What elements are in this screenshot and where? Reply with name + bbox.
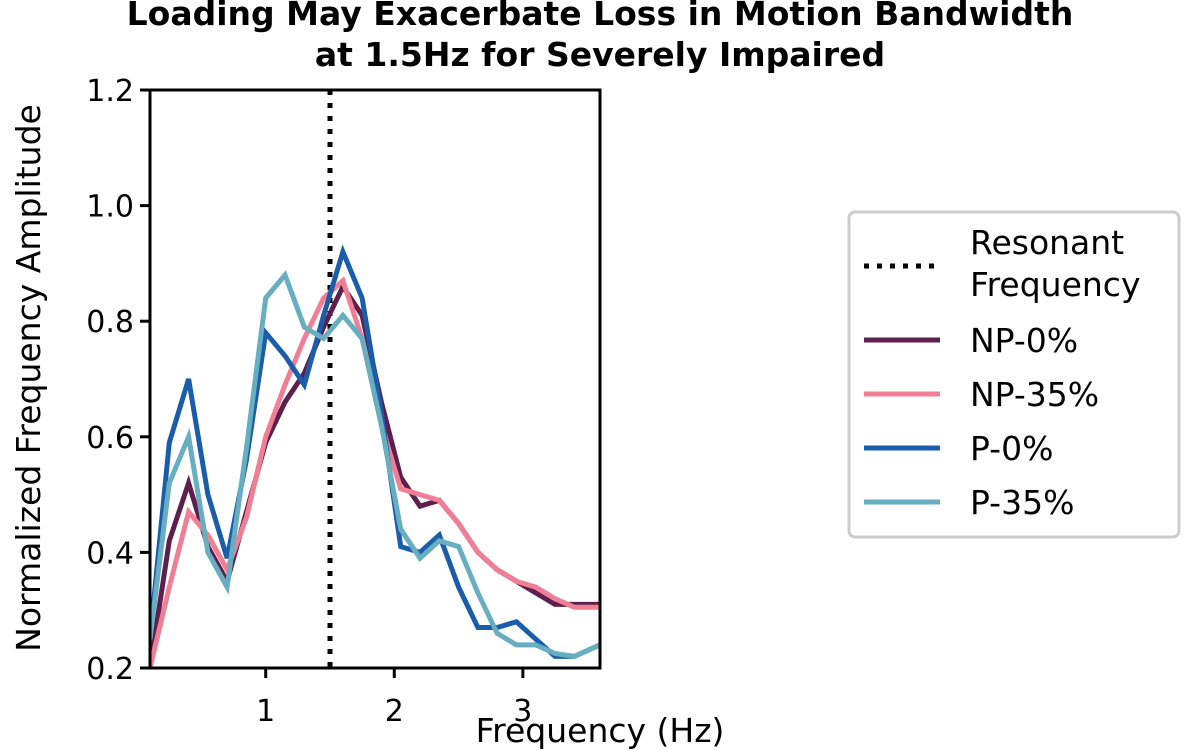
axes-frame: [148, 88, 602, 670]
series-line-p-35-: [150, 270, 600, 659]
y-tick-label: 0.2: [86, 652, 134, 687]
x-tick-label: 1: [256, 694, 275, 729]
legend-label-resonant-line2: Frequency: [970, 265, 1140, 304]
legend-label-np-35-: NP-35%: [970, 375, 1099, 414]
y-tick-label: 0.6: [86, 421, 134, 456]
legend-frame: [847, 210, 1181, 539]
legend-label-p-35-: P-35%: [970, 483, 1074, 522]
x-axis-label: Frequency (Hz): [476, 711, 725, 750]
series-line-np-35-: [150, 276, 600, 668]
x-tick-label: 2: [385, 694, 404, 729]
plot-area: 0.2 0.4 0.6 0.8 1.0 1.2 1 2 3: [86, 74, 602, 729]
y-tick-label: 1.2: [86, 74, 134, 109]
y-tick-label: 1.0: [86, 190, 134, 225]
series-line-p-0-: [150, 244, 600, 659]
series-line-np-0-: [150, 281, 600, 668]
y-tick-label: 0.4: [86, 536, 134, 571]
y-axis-label: Normalized Frequency Amplitude: [9, 104, 48, 652]
chart-title: Loading May Exacerbate Loss in Motion Ba…: [127, 0, 1074, 33]
y-tick-label: 0.8: [86, 305, 134, 340]
legend: Resonant Frequency NP-0% NP-35% P-0% P-35%: [847, 210, 1181, 539]
legend-label-p-0-: P-0%: [970, 429, 1053, 468]
chart-subtitle: at 1.5Hz for Severely Impaired: [315, 35, 885, 74]
series-group: [150, 244, 600, 668]
x-tick-label: 3: [513, 694, 532, 729]
legend-label-resonant-line1: Resonant: [970, 223, 1124, 262]
legend-label-np-0-: NP-0%: [970, 321, 1078, 360]
